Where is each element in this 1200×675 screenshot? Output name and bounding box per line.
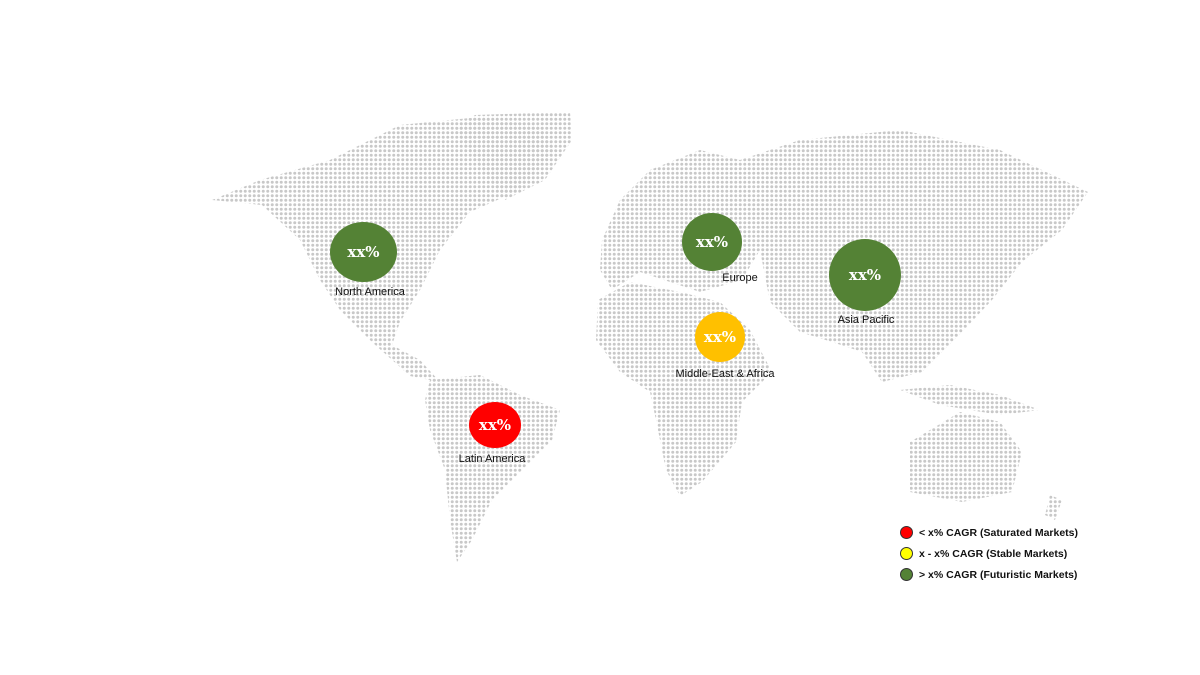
middle-east-africa-bubble: xx% — [695, 312, 745, 362]
asia-pacific-label: Asia Pacific — [837, 314, 895, 326]
asia-landmass — [740, 130, 1088, 382]
europe-landmass — [600, 150, 760, 292]
asia-pacific-bubble: xx% — [829, 239, 901, 311]
greenland-landmass — [455, 112, 572, 200]
north-america-label: North America — [335, 286, 405, 298]
latin-america-label: Latin America — [458, 453, 526, 465]
region-value: xx% — [478, 416, 512, 434]
legend-label: x - x% CAGR (Stable Markets) — [919, 547, 1068, 560]
europe-bubble: xx% — [682, 213, 742, 271]
europe-label: Europe — [722, 272, 758, 284]
green-dot-icon — [900, 568, 913, 581]
red-dot-icon — [900, 526, 913, 539]
africa-landmass — [596, 282, 772, 496]
region-value: xx% — [848, 266, 882, 284]
new-zealand-landmass — [1045, 495, 1062, 520]
latin-america-bubble: xx% — [469, 402, 521, 448]
region-value: xx% — [695, 233, 729, 251]
legend: < x% CAGR (Saturated Markets) x - x% CAG… — [900, 522, 1078, 585]
indonesia-landmass — [900, 385, 1040, 415]
region-value: xx% — [703, 328, 737, 346]
legend-item-saturated: < x% CAGR (Saturated Markets) — [900, 522, 1078, 543]
south-america-landmass — [425, 375, 560, 562]
region-value: xx% — [347, 243, 380, 261]
middle-east-africa-label: Middle-East & Africa — [675, 368, 775, 380]
legend-label: < x% CAGR (Saturated Markets) — [919, 526, 1079, 539]
legend-item-stable: x - x% CAGR (Stable Markets) — [900, 543, 1078, 564]
legend-label: > x% CAGR (Futuristic Markets) — [919, 568, 1078, 581]
legend-item-futuristic: > x% CAGR (Futuristic Markets) — [900, 564, 1078, 585]
australia-landmass — [910, 412, 1022, 502]
yellow-dot-icon — [900, 547, 913, 560]
north-america-bubble: xx% — [330, 222, 397, 282]
